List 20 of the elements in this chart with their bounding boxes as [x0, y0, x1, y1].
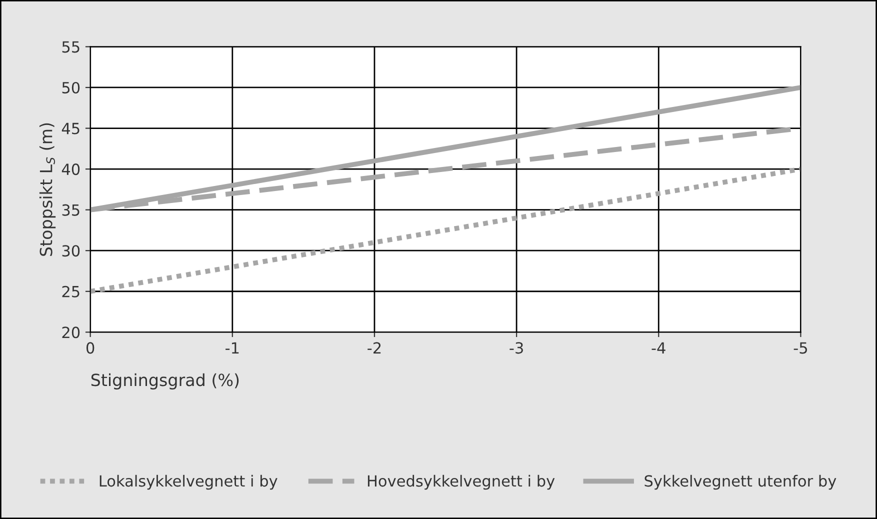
line-series: [90, 166, 801, 294]
x-tick-label: -3: [510, 342, 523, 354]
y-tick-label: 40: [62, 164, 80, 176]
x-tick-label: -1: [226, 342, 239, 354]
legend-label: Hovedsykkelvegnett i by: [368, 474, 555, 490]
y-tick-label: 35: [62, 204, 80, 216]
x-tick-label: 0: [86, 342, 94, 354]
x-tick-label: -4: [652, 342, 666, 354]
legend-label: Lokalsykkelvegnett i by: [100, 474, 278, 490]
x-tick-label: -2: [368, 342, 381, 354]
y-tick-label: 30: [62, 245, 80, 257]
x-axis-title: Stigningsgrad (%): [91, 373, 239, 390]
y-axis-title: Stoppsikt L$_{S}$ (m): [39, 123, 56, 256]
y-tick-label: 50: [62, 82, 80, 94]
y-tick-label: 20: [62, 326, 80, 338]
y-tick-label: 25: [62, 286, 80, 298]
y-tick-label: 55: [62, 41, 80, 53]
x-tick-label: -5: [794, 342, 807, 354]
legend-label: Sykkelvegnett utenfor by: [644, 474, 836, 490]
y-tick-label: 45: [62, 122, 80, 134]
